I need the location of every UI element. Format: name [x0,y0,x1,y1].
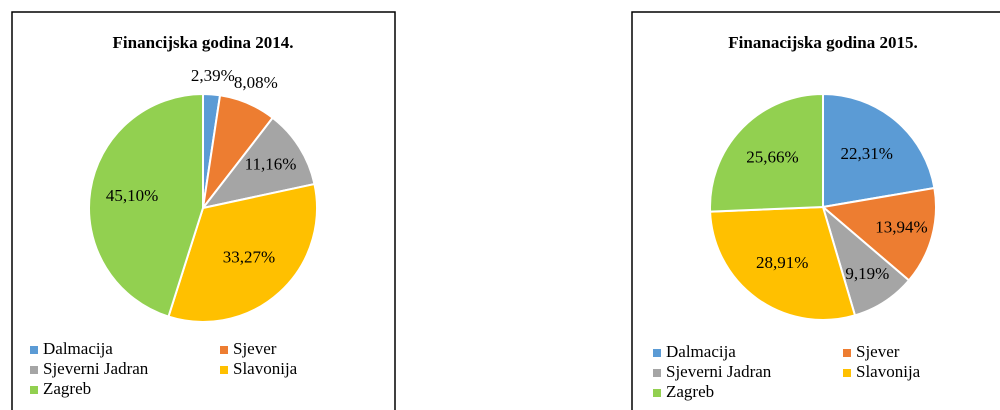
legend-label: Dalmacija [666,342,736,361]
data-label: 2,39% [191,66,235,85]
legend-swatch [30,346,38,354]
data-label: 8,08% [234,73,278,92]
legend-label: Zagreb [666,382,714,401]
legend-swatch [220,366,228,374]
data-label: 9,19% [845,264,889,283]
pie-slice [709,92,824,213]
pie-slice [822,92,936,209]
data-label: 22,31% [841,144,893,163]
data-label: 33,27% [223,248,275,267]
pie-slice [88,92,204,318]
data-label: 11,16% [245,154,297,173]
legend-swatch [30,386,38,394]
chart-title: Finanacijska godina 2015. [728,33,917,52]
legend-label: Slavonija [233,359,298,378]
legend-swatch [653,349,661,357]
legend-swatch [653,369,661,377]
pie-slice [167,182,318,323]
pie-slice [820,186,937,282]
chart-title: Financijska godina 2014. [113,33,294,52]
legend-label: Sjever [856,342,900,361]
pie-slice [709,205,857,321]
legend-label: Sjeverni Jadran [666,362,772,381]
legend-swatch [843,369,851,377]
legend-swatch [30,366,38,374]
legend-label: Sjever [233,339,277,358]
data-label: 13,94% [875,218,927,237]
legend-swatch [843,349,851,357]
legend-label: Zagreb [43,379,91,398]
data-label: 45,10% [106,186,158,205]
data-label: 28,91% [756,253,808,272]
legend-swatch [653,389,661,397]
legend-label: Dalmacija [43,339,113,358]
pie-slice [200,116,316,210]
legend-swatch [220,346,228,354]
legend-label: Sjeverni Jadran [43,359,149,378]
legend-label: Slavonija [856,362,921,381]
data-label: 25,66% [746,147,798,166]
